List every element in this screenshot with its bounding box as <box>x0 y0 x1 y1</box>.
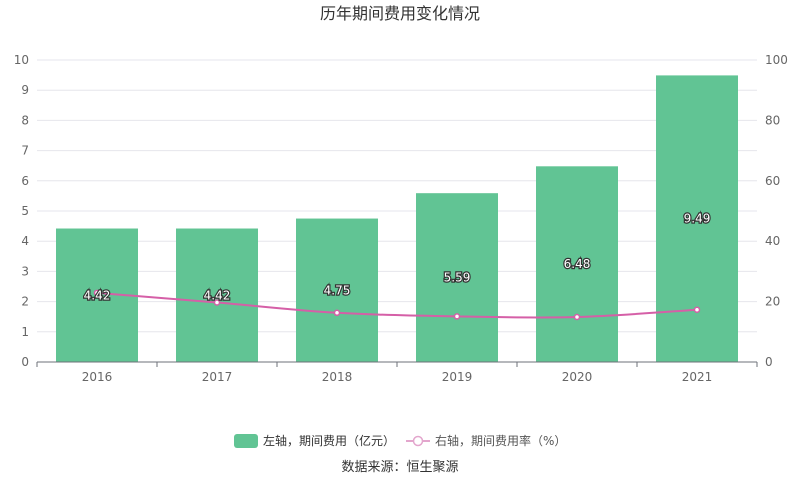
y-left-tick-label: 6 <box>21 174 29 188</box>
line-series <box>93 289 701 321</box>
y-left-tick-label: 5 <box>21 204 29 218</box>
line-point <box>93 289 101 297</box>
bar <box>416 193 498 362</box>
line-point <box>453 313 461 320</box>
legend-label-line: 右轴，期间费用率（%） <box>435 433 566 448</box>
legend-swatch-bar <box>234 434 258 448</box>
bar-data-label: 9.49 <box>684 212 711 226</box>
x-tick-label: 2021 <box>682 370 713 384</box>
grid-lines <box>37 59 757 333</box>
y-left-tick-label: 8 <box>21 113 29 127</box>
legend[interactable]: 左轴，期间费用（亿元） 右轴，期间费用率（%） <box>234 433 566 448</box>
bar-data-label: 4.42 <box>84 288 111 302</box>
legend-item-bars[interactable]: 左轴，期间费用（亿元） <box>234 433 395 448</box>
x-tick-label: 2016 <box>82 370 113 384</box>
data-labels: 4.42 4.42 4.75 5.59 6.48 9.49 <box>82 211 711 304</box>
bar <box>296 218 378 362</box>
y-right-tick-label: 60 <box>765 174 780 188</box>
legend-label-bar: 左轴，期间费用（亿元） <box>263 433 395 448</box>
line-point <box>693 306 701 314</box>
y-right-tick-label: 100 <box>765 53 788 67</box>
x-tick-label: 2020 <box>562 370 593 384</box>
bar-data-label: 6.48 <box>564 257 591 271</box>
bar <box>656 75 738 362</box>
y-left-tick-label: 9 <box>21 83 29 97</box>
y-right-tick-label: 80 <box>765 113 780 127</box>
y-left-tick-label: 7 <box>21 144 29 158</box>
y-left-tick-label: 0 <box>21 355 29 369</box>
y-left-tick-label: 4 <box>21 234 29 248</box>
bar-data-label: 4.42 <box>204 288 231 302</box>
line-point <box>213 299 221 306</box>
x-tick-label: 2017 <box>202 370 233 384</box>
x-tick-label: 2018 <box>322 370 353 384</box>
bar-series <box>56 75 738 362</box>
y-right-tick-label: 40 <box>765 234 780 248</box>
y-left-tick-label: 2 <box>21 295 29 309</box>
chart-title: 历年期间费用变化情况 <box>320 4 480 23</box>
bar-data-label: 5.59 <box>444 271 471 285</box>
line-path <box>96 291 698 319</box>
bar-data-label: 4.75 <box>324 283 351 297</box>
y-left-tick-label: 1 <box>21 325 29 339</box>
y-right-tick-label: 20 <box>765 295 780 309</box>
y-right-tick-label: 0 <box>765 355 773 369</box>
bar <box>176 228 258 362</box>
legend-swatch-marker <box>412 435 424 447</box>
bar <box>536 166 618 362</box>
y-left-tick-label: 3 <box>21 264 29 278</box>
source-note: 数据来源：恒生聚源 <box>341 460 458 475</box>
legend-item-line[interactable]: 右轴，期间费用率（%） <box>406 433 566 448</box>
x-tick-label: 2019 <box>442 370 473 384</box>
line-point <box>333 309 341 317</box>
y-left-tick-label: 10 <box>14 53 29 67</box>
line-point <box>573 313 581 321</box>
